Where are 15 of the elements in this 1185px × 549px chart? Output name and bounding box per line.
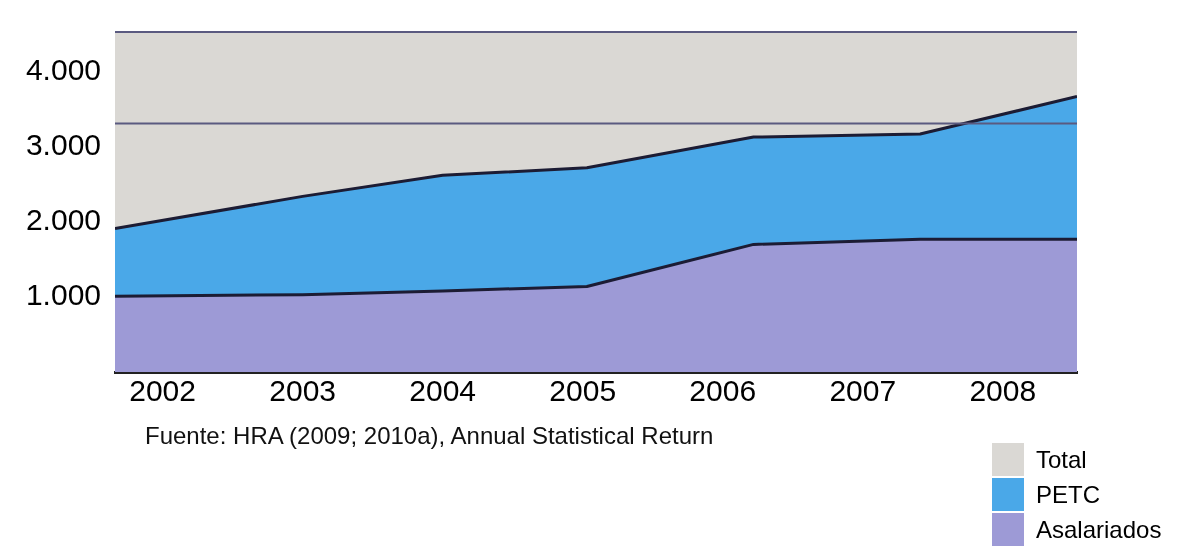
x-tick-label: 2007 bbox=[829, 374, 897, 408]
y-tick-label: 1.000 bbox=[25, 278, 101, 312]
y-tick-label: 2.000 bbox=[25, 203, 101, 237]
legend-label: PETC bbox=[1035, 479, 1101, 510]
y-tick-label: 4.000 bbox=[25, 53, 101, 87]
x-tick-label: 2006 bbox=[689, 374, 757, 408]
x-tick-label: 2003 bbox=[269, 374, 337, 408]
legend-label: Asalariados bbox=[1035, 514, 1162, 545]
y-tick-label: 3.000 bbox=[25, 128, 101, 162]
x-tick-label: 2002 bbox=[129, 374, 196, 408]
legend-label: Total bbox=[1035, 444, 1088, 475]
x-tick-label: 2005 bbox=[549, 374, 617, 408]
source-note: Fuente: HRA (2009; 2010a), Annual Statistical Return bbox=[145, 422, 714, 450]
x-tick-label: 2008 bbox=[969, 374, 1037, 408]
x-tick-label: 2004 bbox=[409, 374, 477, 408]
